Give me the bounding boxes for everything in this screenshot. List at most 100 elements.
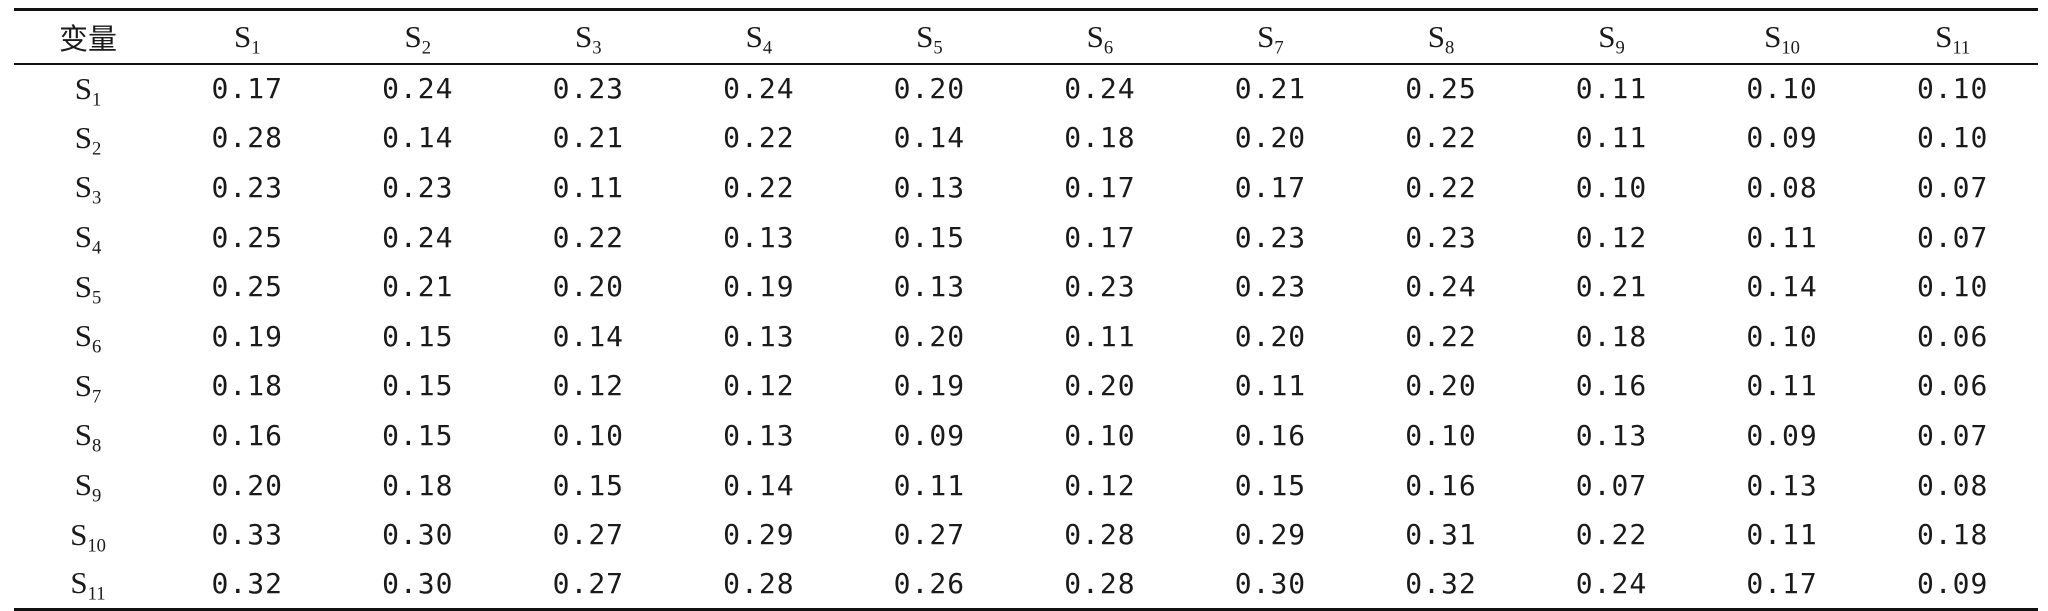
row-header-subscript: 11 (87, 583, 106, 605)
row-header-subscript: 2 (91, 138, 102, 160)
table-cell: 0.23 (1234, 220, 1307, 254)
table-row: S11 0.32 0.30 0.27 0.28 0.26 0.28 0.30 0.32 0.24 0… (14, 559, 2038, 609)
row-header-subscript: 5 (91, 287, 102, 309)
table-cell: 0.13 (723, 319, 795, 353)
table-cell: 0.28 (723, 566, 795, 600)
row-header: S6 (14, 311, 162, 361)
table-cell: 0.21 (1234, 72, 1307, 106)
table-cell: 0.30 (382, 566, 454, 600)
column-header-base: S (233, 18, 252, 54)
table-cell: 0.10 (1916, 121, 1989, 155)
row-header-base: S (74, 70, 92, 106)
table-cell: 0.20 (893, 72, 966, 106)
table-cell: 0.09 (893, 418, 966, 452)
table-cell: 0.20 (893, 319, 966, 353)
table-cell: 0.17 (1234, 170, 1307, 204)
row-header: S3 (14, 163, 162, 213)
column-header-subscript: 2 (421, 37, 432, 59)
table-cell: 0.18 (1575, 319, 1648, 353)
table-cell: 0.10 (1916, 72, 1989, 106)
table-cell: 0.10 (1916, 270, 1989, 304)
table-cell: 0.12 (1575, 220, 1648, 254)
table-row: S5 0.25 0.21 0.20 0.19 0.13 0.23 0.23 0.24 0.21 0.… (14, 262, 2038, 312)
table-cell: 0.19 (893, 369, 966, 403)
table-cell: 0.17 (1064, 170, 1136, 204)
data-table-container: 变量 S1 S2 S3 S4 S5 S6 S7 S8 S9 S10 S11 S1… (14, 8, 2038, 611)
column-header-subscript: 3 (592, 37, 602, 59)
table-cell: 0.30 (1234, 566, 1307, 600)
table-cell: 0.08 (1746, 170, 1818, 204)
column-header-base: S (916, 18, 934, 54)
column-header: S8 (1356, 10, 1527, 64)
table-cell: 0.14 (893, 121, 966, 155)
table-cell: 0.21 (382, 270, 454, 304)
column-header-subscript: 11 (1952, 37, 1971, 59)
table-cell: 0.25 (1405, 72, 1477, 106)
table-cell: 0.23 (552, 72, 625, 106)
table-row: S10 0.33 0.30 0.27 0.29 0.27 0.28 0.29 0.31 0.22 0… (14, 510, 2038, 560)
corner-header-label: 变量 (58, 21, 117, 56)
column-header: S9 (1526, 10, 1697, 64)
column-header: S7 (1185, 10, 1356, 64)
table-cell: 0.14 (382, 121, 454, 155)
table-row: S1 0.17 0.24 0.23 0.24 0.20 0.24 0.21 0.25 0.11 0.… (14, 64, 2038, 114)
table-cell: 0.24 (723, 72, 795, 106)
table-cell: 0.06 (1916, 319, 1989, 353)
table-cell: 0.24 (1405, 270, 1477, 304)
column-header: S2 (333, 10, 504, 64)
table-row: S6 0.19 0.15 0.14 0.13 0.20 0.11 0.20 0.22 0.18 0.… (14, 311, 2038, 361)
row-header: S5 (14, 262, 162, 312)
row-header-base: S (74, 119, 92, 155)
table-cell: 0.13 (723, 220, 795, 254)
table-cell: 0.15 (382, 418, 454, 452)
table-cell: 0.11 (1746, 369, 1818, 403)
table-cell: 0.28 (1064, 518, 1136, 552)
table-cell: 0.16 (1234, 418, 1307, 452)
table-cell: 0.20 (1064, 369, 1136, 403)
table-cell: 0.21 (552, 121, 625, 155)
table-cell: 0.10 (1405, 418, 1477, 452)
row-header: S9 (14, 460, 162, 510)
table-cell: 0.24 (382, 220, 454, 254)
column-header-subscript: 1 (251, 37, 261, 59)
table-cell: 0.17 (1746, 566, 1818, 600)
table-cell: 0.07 (1916, 418, 1989, 452)
table-cell: 0.30 (382, 518, 454, 552)
table-cell: 0.20 (1405, 369, 1477, 403)
table-cell: 0.13 (893, 170, 966, 204)
table-cell: 0.23 (1405, 220, 1477, 254)
table-cell: 0.20 (211, 468, 283, 502)
table-cell: 0.23 (382, 170, 454, 204)
table-cell: 0.20 (552, 270, 625, 304)
table-cell: 0.26 (893, 566, 966, 600)
table-cell: 0.32 (1405, 566, 1477, 600)
table-cell: 0.10 (1064, 418, 1136, 452)
table-cell: 0.15 (382, 319, 454, 353)
table-cell: 0.16 (1405, 468, 1477, 502)
table-cell: 0.14 (552, 319, 625, 353)
column-header: S4 (674, 10, 845, 64)
table-cell: 0.11 (1064, 319, 1136, 353)
header-row: 变量 S1 S2 S3 S4 S5 S6 S7 S8 S9 S10 S11 (14, 10, 2038, 64)
table-cell: 0.22 (1405, 170, 1477, 204)
table-cell: 0.28 (211, 121, 283, 155)
table-cell: 0.12 (1064, 468, 1136, 502)
column-header-base: S (575, 18, 593, 54)
table-cell: 0.19 (211, 319, 283, 353)
table-cell: 0.17 (211, 72, 283, 106)
row-header-base: S (70, 565, 88, 601)
row-header: S8 (14, 411, 162, 461)
table-cell: 0.22 (1405, 319, 1477, 353)
table-row: S3 0.23 0.23 0.11 0.22 0.13 0.17 0.17 0.22 0.10 0.… (14, 163, 2038, 213)
table-cell: 0.10 (1746, 72, 1818, 106)
column-header: S3 (503, 10, 674, 64)
row-header-subscript: 8 (91, 435, 102, 457)
column-header-subscript: 4 (762, 37, 773, 59)
column-header: S11 (1867, 10, 2038, 64)
column-header-base: S (1935, 18, 1953, 54)
table-cell: 0.06 (1916, 369, 1989, 403)
row-header-base: S (74, 219, 92, 255)
row-header-subscript: 10 (87, 535, 106, 557)
table-cell: 0.13 (893, 270, 966, 304)
table-cell: 0.28 (1064, 566, 1136, 600)
